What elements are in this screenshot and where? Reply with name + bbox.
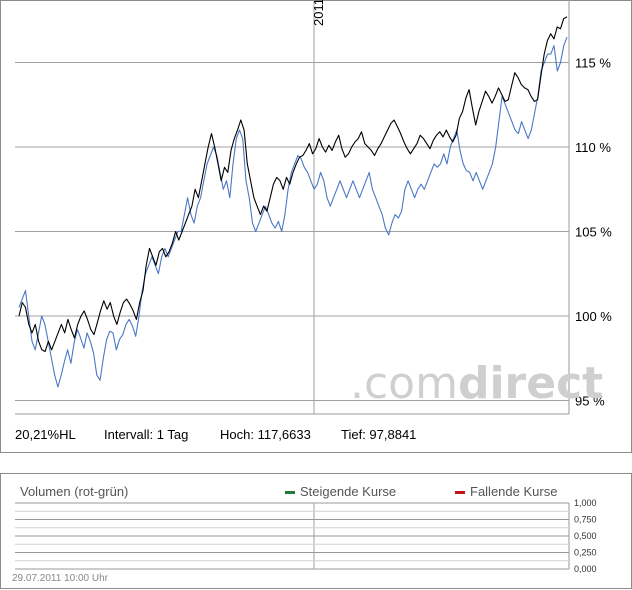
volume-y-tick-label: 0,000	[574, 564, 597, 574]
falling-swatch	[455, 491, 465, 495]
volume-title: Volumen (rot-grün)	[20, 484, 129, 499]
legend-falling-label: Fallende Kurse	[470, 484, 558, 499]
rising-swatch	[285, 491, 295, 495]
timestamp: 29.07.2011 10:00 Uhr	[12, 573, 109, 584]
y-tick-label: 95 %	[575, 393, 605, 408]
volume-y-tick-label: 1,000	[574, 498, 597, 508]
price-chart: 115 % 110 % 105 % 100 % 95 % 2011 .comdirect	[15, 0, 612, 415]
low-stat: Tief: 97,8841	[341, 427, 417, 442]
y-tick-label: 110 %	[575, 140, 611, 155]
interval-stat: Intervall: 1 Tag	[104, 427, 189, 442]
series-line-blue	[18, 37, 568, 388]
volume-chart-panel	[0, 473, 632, 589]
legend-rising: Steigende Kurse	[285, 484, 396, 499]
hl-stat: 20,21%HL	[15, 427, 76, 442]
x-tick-label-2011: 2011	[311, 0, 326, 26]
y-tick-label: 115 %	[575, 56, 611, 71]
y-tick-label: 105 %	[575, 225, 612, 240]
volume-y-tick-label: 0,500	[574, 531, 597, 541]
volume-y-tick-label: 0,250	[574, 548, 597, 558]
high-stat: Hoch: 117,6633	[220, 427, 311, 442]
volume-y-tick-label: 0,750	[574, 515, 597, 525]
series-line-black	[18, 16, 568, 353]
legend-rising-label: Steigende Kurse	[300, 484, 397, 499]
y-tick-label: 100 %	[575, 309, 612, 324]
comdirect-watermark: .comdirect	[350, 358, 603, 409]
price-chart-panel	[0, 0, 632, 453]
legend-falling: Fallende Kurse	[455, 484, 557, 499]
